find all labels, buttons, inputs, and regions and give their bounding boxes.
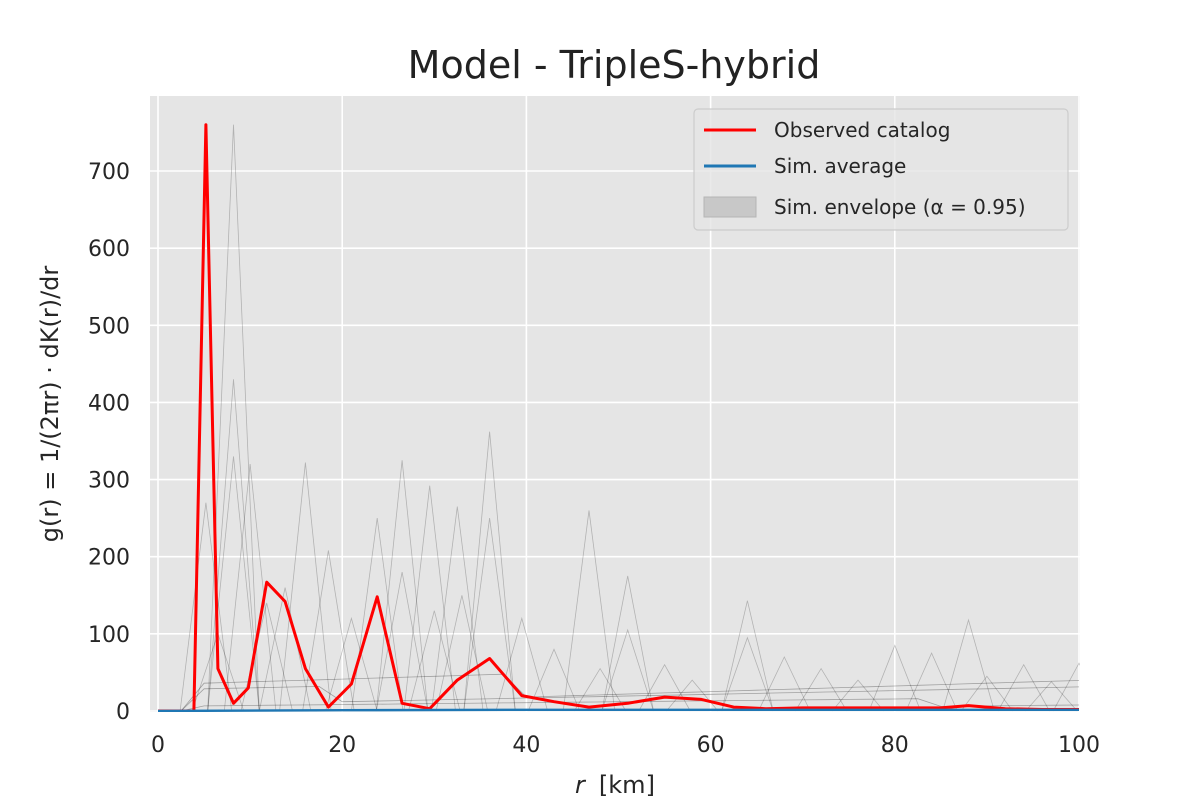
x-axis-label: r [km]: [575, 771, 655, 799]
simulation-line: [868, 644, 921, 712]
legend-swatch: [703, 196, 757, 218]
x-axis-ticks: 0 20 40 60 80 100: [151, 733, 1100, 758]
x-axis-variable: r: [575, 771, 587, 799]
chart-title: Model - TripleS-hybrid: [408, 43, 821, 87]
legend-frame: [693, 108, 1069, 231]
simulation-line: [158, 698, 1080, 712]
legend: Observed catalog Sim. average Sim. envelop…: [693, 108, 1069, 231]
simulation-line: [302, 550, 355, 712]
data-series: [157, 123, 1079, 712]
x-tick-label: 40: [512, 733, 540, 758]
simulation-line: [601, 575, 654, 712]
simulation-line: [562, 510, 616, 712]
simulation-line: [905, 652, 958, 712]
y-tick-label: 500: [88, 314, 130, 339]
simulation-line: [375, 572, 429, 712]
y-tick-label: 300: [88, 469, 130, 494]
y-axis-ticks: 0 100 200 300 400 500 600 700: [88, 160, 130, 725]
simulation-line: [960, 675, 1014, 712]
simulation-line: [207, 124, 260, 712]
gridlines: [150, 96, 1080, 712]
simulation-line: [638, 663, 691, 712]
y-axis-label: g(r) = 1/(2πr) · dK(r)/dr: [36, 266, 64, 543]
simulation-line: [527, 648, 581, 712]
y-tick-label: 100: [88, 623, 130, 648]
simulation-line: [325, 616, 378, 712]
simulation-line: [408, 610, 461, 712]
x-tick-label: 0: [151, 733, 165, 758]
simulation-line: [258, 587, 312, 712]
simulation-line: [758, 656, 811, 712]
x-axis-unit: [km]: [599, 771, 655, 799]
simulation-line: [721, 600, 774, 712]
y-tick-label: 400: [88, 391, 130, 416]
observed-catalog-line: [158, 123, 1079, 712]
simulation-line: [1052, 662, 1080, 712]
simulation-line: [573, 667, 627, 712]
simulation-line: [463, 431, 516, 712]
y-tick-label: 0: [116, 700, 130, 725]
x-tick-label: 80: [881, 733, 909, 758]
simulation-line: [431, 506, 484, 712]
simulation-line: [794, 667, 848, 712]
simulation-line: [601, 628, 654, 712]
y-tick-label: 700: [88, 160, 130, 185]
x-tick-label: 100: [1058, 733, 1100, 758]
simulation-line: [179, 502, 233, 712]
simulation-line: [942, 618, 995, 712]
y-tick-label: 200: [88, 546, 130, 571]
x-tick-label: 60: [697, 733, 725, 758]
simulation-line: [351, 518, 404, 712]
simulation-line: [279, 462, 332, 712]
simulation-line: [831, 679, 885, 712]
x-tick-label: 20: [328, 733, 356, 758]
simulation-line: [403, 485, 456, 712]
legend-label: Observed catalog: [774, 118, 950, 142]
simulation-line: [721, 636, 774, 712]
simulation-lines: [158, 124, 1080, 712]
legend-label: Sim. envelope (α = 0.95): [774, 195, 1026, 219]
simulation-line: [435, 595, 489, 712]
y-tick-label: 600: [88, 237, 130, 262]
simulation-line: [997, 663, 1050, 712]
simulation-line: [158, 686, 1080, 712]
simulation-line: [495, 616, 548, 712]
simulation-line: [223, 464, 277, 712]
simulation-line: [1025, 681, 1078, 712]
sim-average-line: [157, 708, 1079, 712]
legend-label: Sim. average: [774, 154, 906, 178]
simulation-line: [463, 518, 516, 712]
